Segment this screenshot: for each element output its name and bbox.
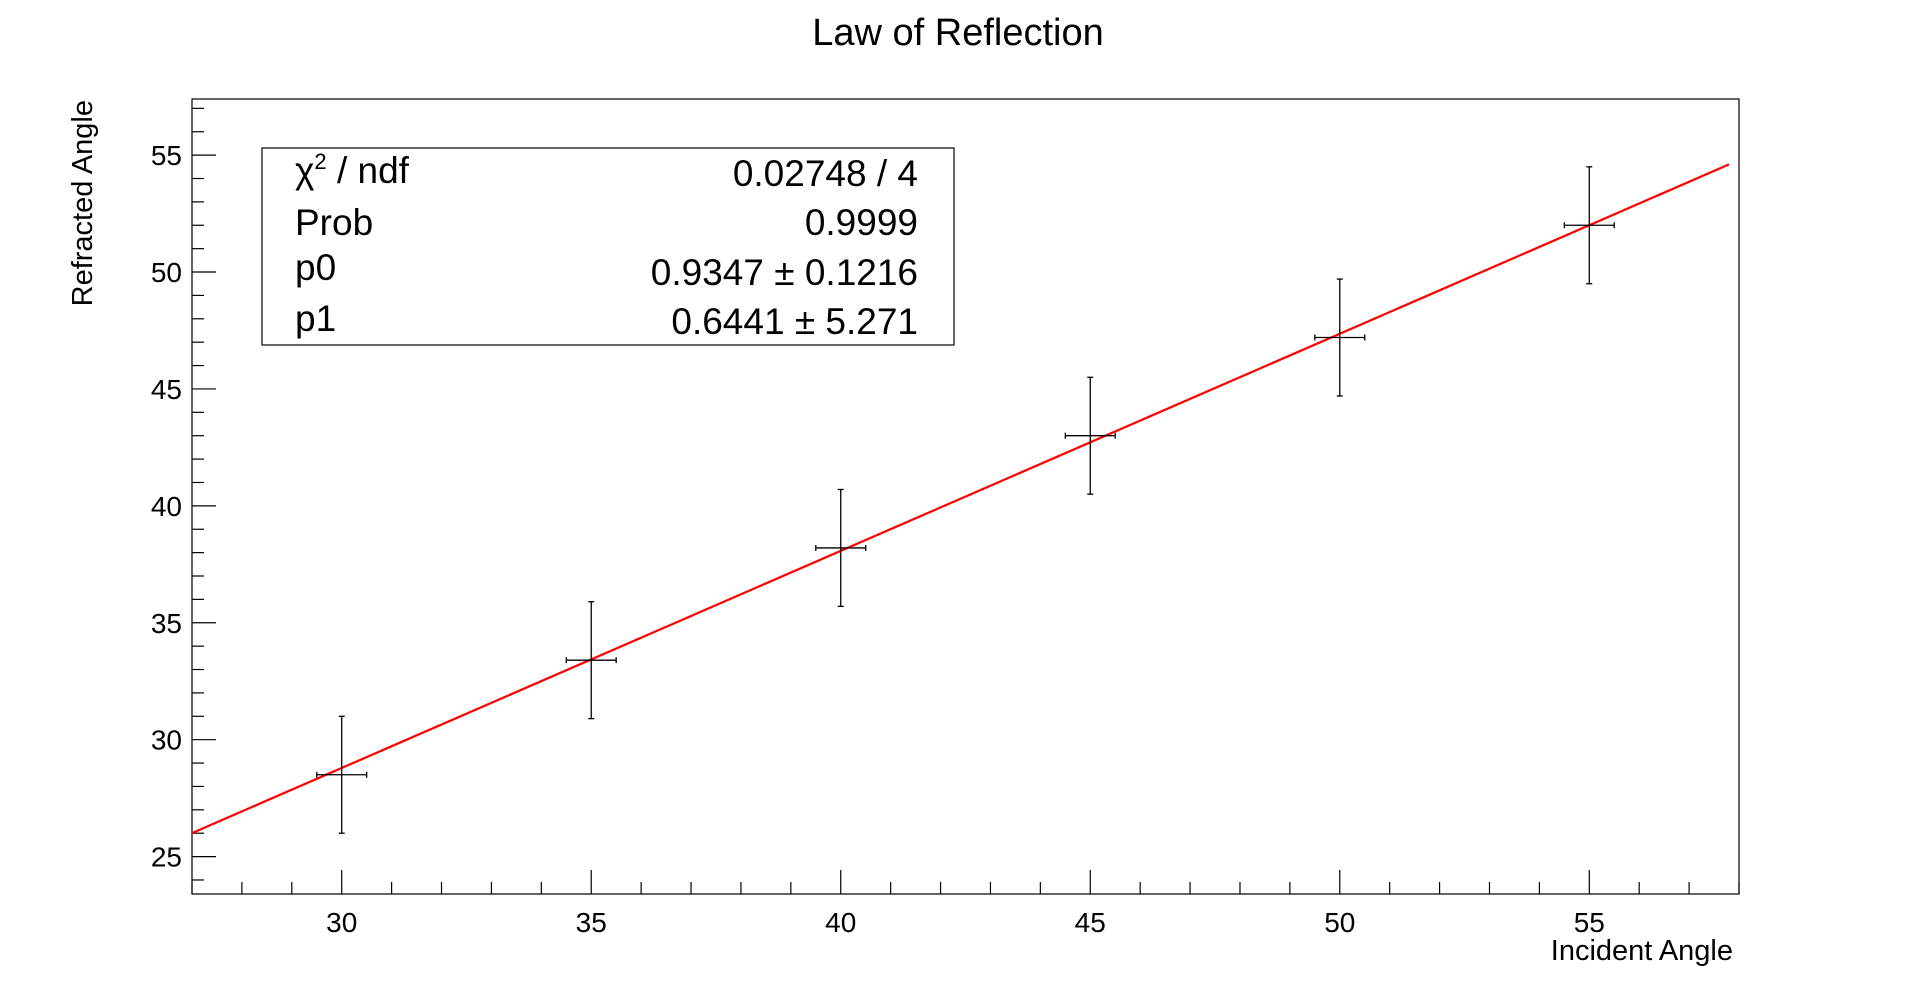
chart-title: Law of Reflection xyxy=(812,12,1104,54)
y-tick-label: 50 xyxy=(151,257,182,288)
x-tick-label: 30 xyxy=(326,907,357,938)
stats-label-p1: p1 xyxy=(295,298,336,339)
axes: 30 35 40 45 50 55 25 30 35 40 45 50 55 xyxy=(151,107,1740,938)
stats-label-prob: Prob xyxy=(295,202,373,243)
fit-line xyxy=(191,163,1730,835)
x-tick-label: 35 xyxy=(576,907,607,938)
y-axis-label: Refracted Angle xyxy=(67,100,99,306)
stats-label-p0: p0 xyxy=(295,247,336,288)
y-tick-label: 40 xyxy=(151,491,182,522)
y-tick-label: 35 xyxy=(151,608,182,639)
data-point xyxy=(1563,166,1615,285)
data-point xyxy=(815,488,867,608)
x-axis-label: Incident Angle xyxy=(1551,935,1733,967)
x-tick-label: 40 xyxy=(825,907,856,938)
stats-value-p1: 0.6441 ± 5.271 xyxy=(671,301,918,342)
plot-frame xyxy=(191,98,1740,895)
x-tick-label: 50 xyxy=(1324,907,1355,938)
y-tick-label: 30 xyxy=(151,725,182,756)
data-point xyxy=(316,715,368,834)
stats-value-prob: 0.9999 xyxy=(805,202,918,243)
x-tick-label: 45 xyxy=(1075,907,1106,938)
stats-box-frame xyxy=(261,147,955,346)
data-point xyxy=(565,601,617,720)
x-tick-label: 55 xyxy=(1574,907,1605,938)
y-tick-label: 25 xyxy=(151,842,182,873)
stats-box: χ2 / ndf 0.02748 / 4 Prob 0.9999 p0 0.93… xyxy=(261,147,955,346)
data-point xyxy=(1064,376,1116,495)
fit-layer xyxy=(191,163,1730,835)
stats-value-p0: 0.9347 ± 0.1216 xyxy=(651,252,918,293)
y-tick-label: 55 xyxy=(151,140,182,171)
y-tick-label: 45 xyxy=(151,374,182,405)
stats-label-chi2: χ2 / ndf xyxy=(295,149,410,191)
stats-value-chi2: 0.02748 / 4 xyxy=(733,153,918,194)
data-points xyxy=(316,166,1615,834)
data-point xyxy=(1314,278,1366,397)
